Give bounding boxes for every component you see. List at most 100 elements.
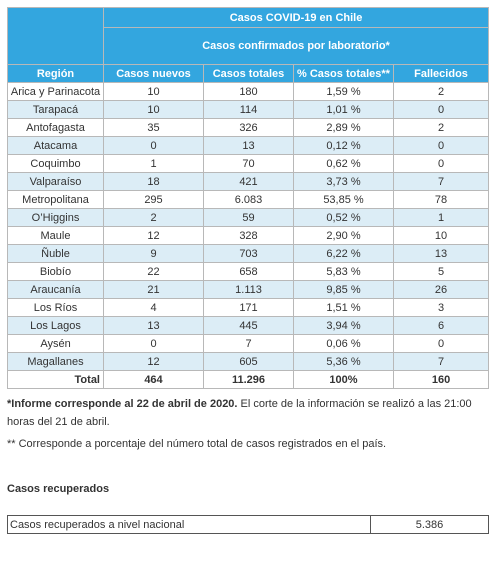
total-row: Total 464 11.296 100% 160 <box>7 370 490 389</box>
table-cell: 6.083 <box>203 190 294 209</box>
table-cell: 326 <box>203 118 294 137</box>
table-cell: 703 <box>203 244 294 263</box>
table-cell: 2 <box>103 208 204 227</box>
table-cell: 295 <box>103 190 204 209</box>
table-cell: 9,85 % <box>293 280 394 299</box>
table-cell: 1,01 % <box>293 100 394 119</box>
table-cell: Antofagasta <box>7 118 104 137</box>
recovered-value: 5.386 <box>370 515 489 534</box>
total-cell: 464 <box>103 370 204 389</box>
table-row: Ñuble 9 703 6,22 % 13 <box>7 244 490 263</box>
table-cell: 4 <box>103 298 204 317</box>
table-cell: 0 <box>392 100 490 119</box>
table-row: Atacama 0 13 0,12 % 0 <box>7 136 490 155</box>
footnotes: *Informe corresponde al 22 de abril de 2… <box>7 395 488 453</box>
table-cell: 0,52 % <box>293 208 394 227</box>
recovered-label: Casos recuperados a nivel nacional <box>7 515 371 534</box>
table-row: Metropolitana 295 6.083 53,85 % 78 <box>7 190 490 209</box>
table-cell: 605 <box>203 352 294 371</box>
table-cell: 1.113 <box>203 280 294 299</box>
table-row: Valparaíso 18 421 3,73 % 7 <box>7 172 490 191</box>
table-cell: Los Lagos <box>7 316 104 335</box>
table-cell: 0 <box>392 136 490 155</box>
table-cell: 6 <box>392 316 490 335</box>
table-cell: 1 <box>103 154 204 173</box>
table-cell: 328 <box>203 226 294 245</box>
table-cell: 10 <box>103 100 204 119</box>
table-cell: 1 <box>392 208 490 227</box>
table-row: Magallanes 12 605 5,36 % 7 <box>7 352 490 371</box>
table-cell: 13 <box>203 136 294 155</box>
table-cell: 0 <box>392 334 490 353</box>
footnote-1-bold: *Informe corresponde al 22 de abril de 2… <box>7 398 238 410</box>
table-row: Biobío 22 658 5,83 % 5 <box>7 262 490 281</box>
table-row: Los Ríos 4 171 1,51 % 3 <box>7 298 490 317</box>
table-cell: 5,83 % <box>293 262 394 281</box>
table-cell: 13 <box>103 316 204 335</box>
table-cell: 22 <box>103 262 204 281</box>
table-row: Maule 12 328 2,90 % 10 <box>7 226 490 245</box>
table-row: Coquimbo 1 70 0,62 % 0 <box>7 154 490 173</box>
table-row: Los Lagos 13 445 3,94 % 6 <box>7 316 490 335</box>
table-cell: Metropolitana <box>7 190 104 209</box>
total-cell: Total <box>7 370 104 389</box>
table-cell: 12 <box>103 226 204 245</box>
table-row: Araucanía 21 1.113 9,85 % 26 <box>7 280 490 299</box>
column-header-row: Región Casos nuevos Casos totales% Casos t… <box>7 64 490 83</box>
column-header: % Casos totales** <box>293 64 394 83</box>
table-cell: 445 <box>203 316 294 335</box>
report-container: Casos COVID-19 en Chile Casos confirmado… <box>7 7 490 534</box>
table-cell: 0,06 % <box>293 334 394 353</box>
table-cell: 1,51 % <box>293 298 394 317</box>
table-cell: 421 <box>203 172 294 191</box>
table-subtitle: Casos confirmados por laboratorio* <box>102 27 490 65</box>
table-cell: 3,94 % <box>293 316 394 335</box>
table-body: Arica y Parinacota 10 180 1,59 % 2 Tarapacá 10… <box>7 82 490 389</box>
table-cell: Arica y Parinacota <box>7 82 104 101</box>
table-cell: 2,90 % <box>293 226 394 245</box>
header-blank-cell <box>7 7 104 65</box>
recovered-section-title: Casos recuperados <box>7 483 110 495</box>
table-cell: 0 <box>103 334 204 353</box>
table-cell: 21 <box>103 280 204 299</box>
table-cell: 7 <box>392 172 490 191</box>
table-cell: 9 <box>103 244 204 263</box>
table-cell: 5 <box>392 262 490 281</box>
table-row: O’Higgins 2 59 0,52 % 1 <box>7 208 490 227</box>
table-cell: 0,12 % <box>293 136 394 155</box>
total-cell: 160 <box>392 370 490 389</box>
table-row: Tarapacá 10 114 1,01 % 0 <box>7 100 490 119</box>
table-cell: Tarapacá <box>7 100 104 119</box>
table-cell: 78 <box>392 190 490 209</box>
column-header: Región <box>7 64 104 83</box>
covid-cases-table: Casos COVID-19 en Chile Casos confirmado… <box>7 7 490 389</box>
table-cell: 2,89 % <box>293 118 394 137</box>
table-cell: 114 <box>203 100 294 119</box>
total-cell: 11.296 <box>203 370 294 389</box>
table-cell: Valparaíso <box>7 172 104 191</box>
table-cell: 53,85 % <box>293 190 394 209</box>
table-cell: 2 <box>392 82 490 101</box>
table-cell: 171 <box>203 298 294 317</box>
table-cell: 5,36 % <box>293 352 394 371</box>
table-cell: 2 <box>392 118 490 137</box>
table-cell: 3,73 % <box>293 172 394 191</box>
table-cell: 0 <box>103 136 204 155</box>
table-cell: 0,62 % <box>293 154 394 173</box>
table-cell: 26 <box>392 280 490 299</box>
table-cell: Los Ríos <box>7 298 104 317</box>
table-cell: Biobío <box>7 262 104 281</box>
table-cell: 10 <box>103 82 204 101</box>
table-cell: 0 <box>392 154 490 173</box>
total-cell: 100% <box>293 370 394 389</box>
table-row: Arica y Parinacota 10 180 1,59 % 2 <box>7 82 490 101</box>
table-cell: 658 <box>203 262 294 281</box>
table-cell: 18 <box>103 172 204 191</box>
table-cell: 1,59 % <box>293 82 394 101</box>
table-cell: 180 <box>203 82 294 101</box>
table-cell: 7 <box>392 352 490 371</box>
table-row: Antofagasta 35 326 2,89 % 2 <box>7 118 490 137</box>
recovered-row: Casos recuperados a nivel nacional 5.386 <box>7 515 489 534</box>
table-cell: 3 <box>392 298 490 317</box>
table-cell: 6,22 % <box>293 244 394 263</box>
